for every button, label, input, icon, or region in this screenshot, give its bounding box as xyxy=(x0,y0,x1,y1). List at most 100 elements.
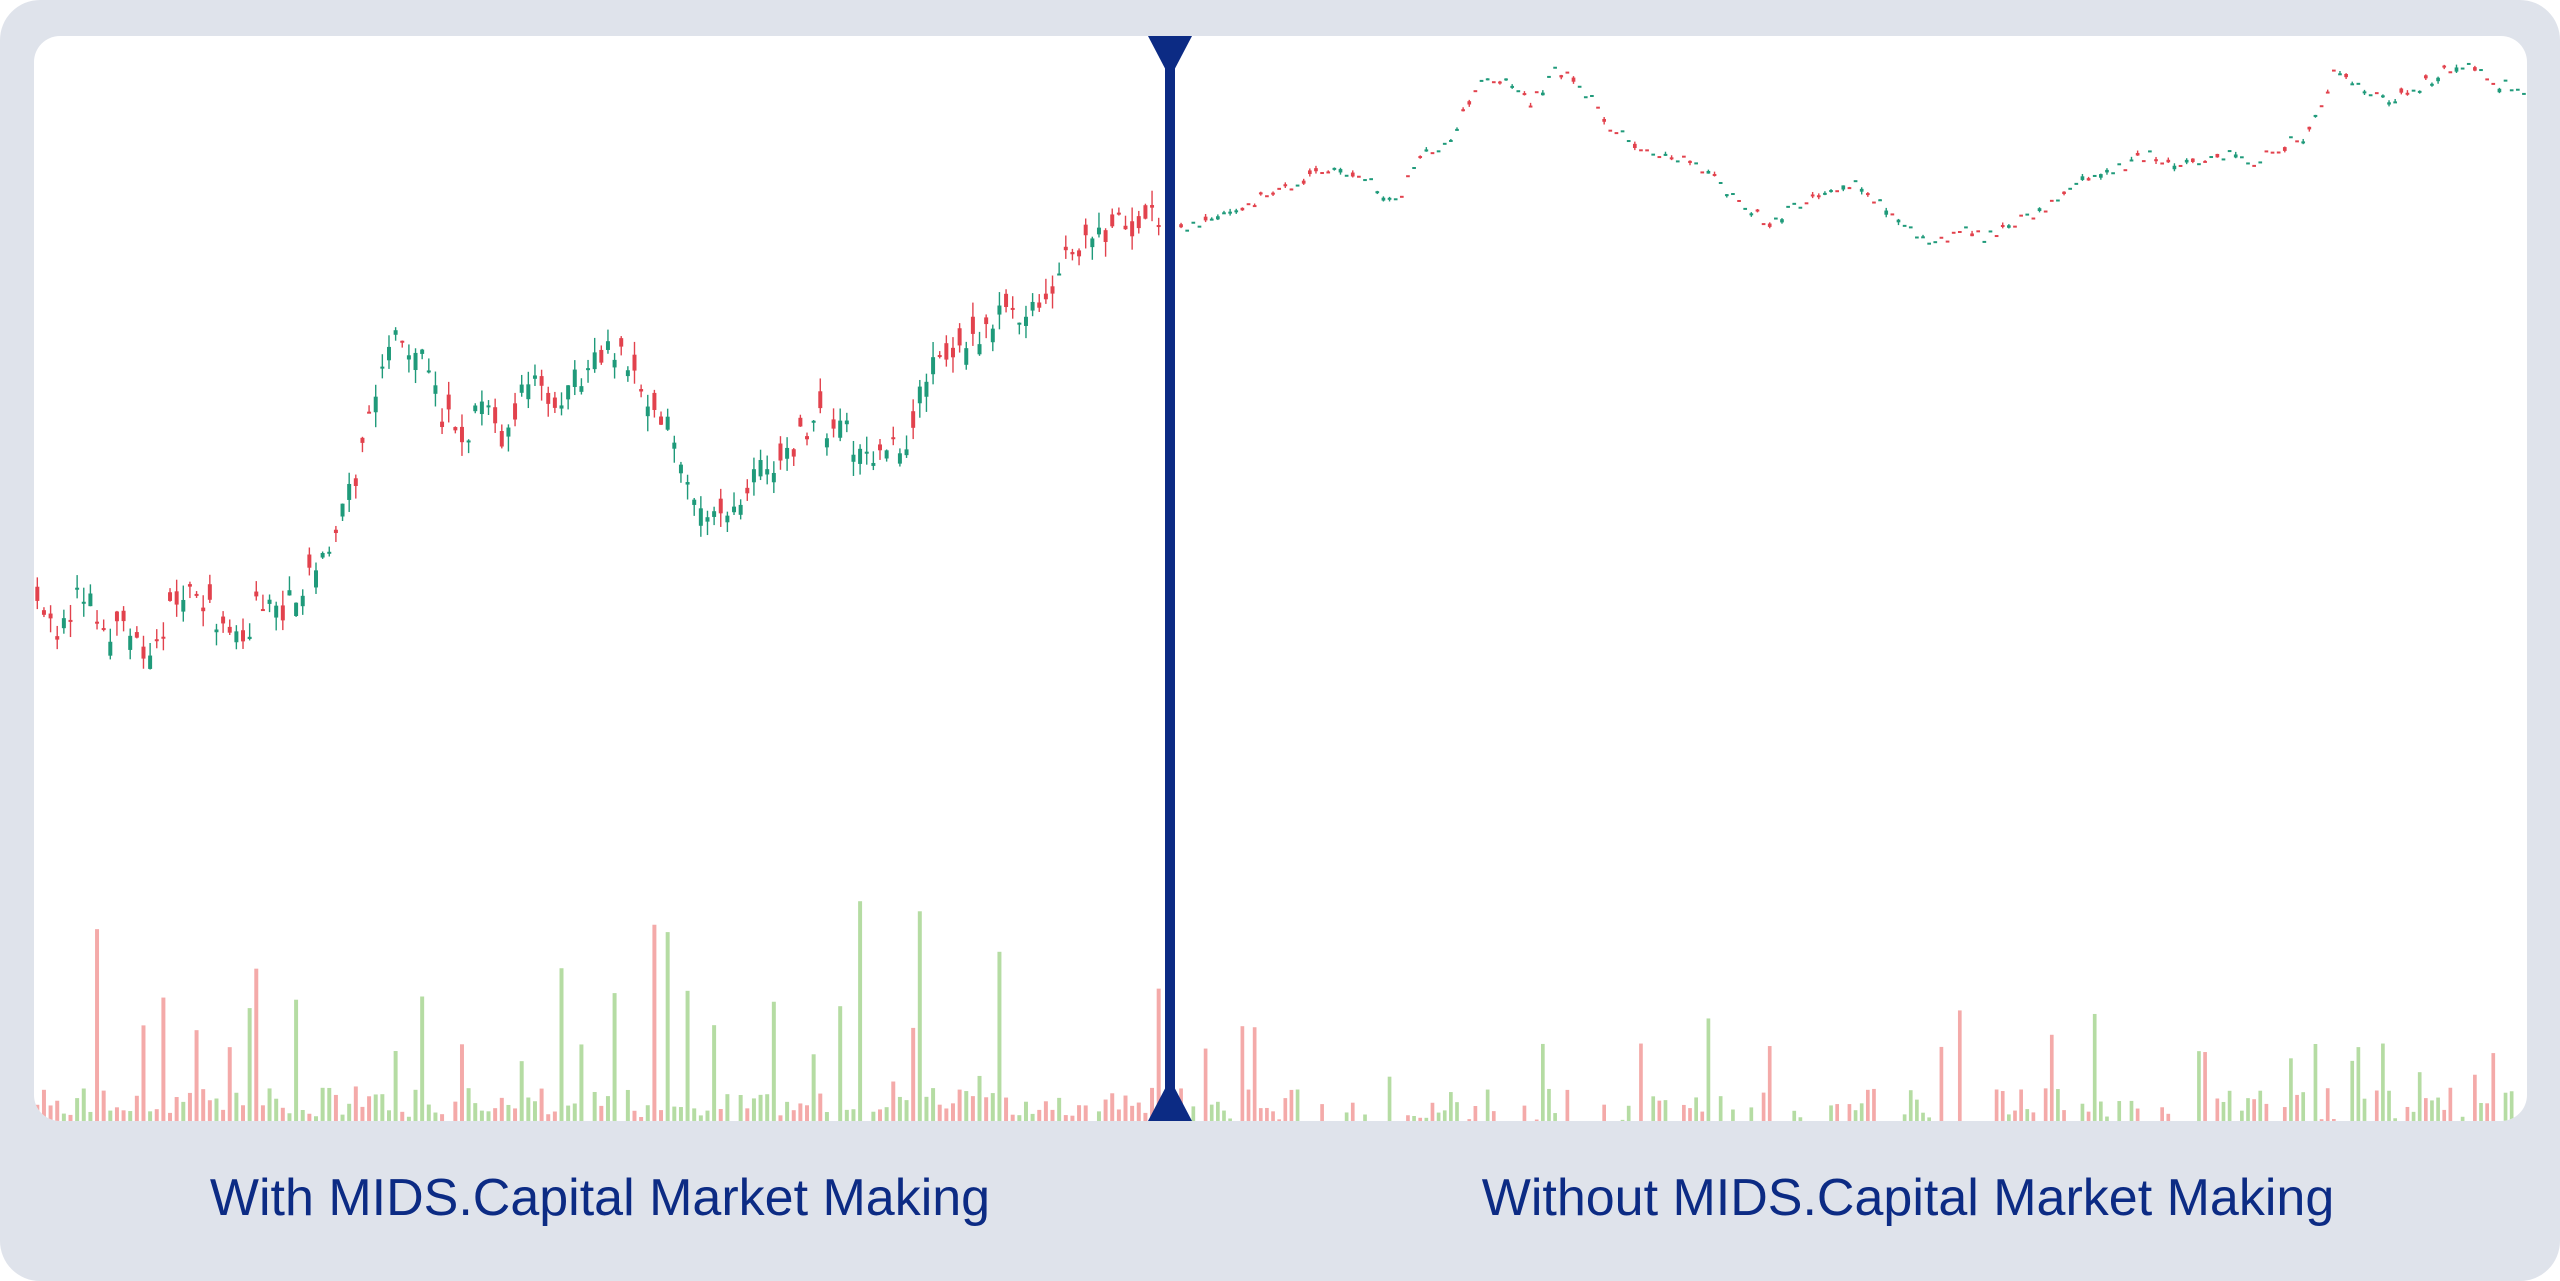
with-mm-candle-body xyxy=(95,621,100,624)
with-mm-candle-body xyxy=(725,515,730,523)
without-mm-volume-bar xyxy=(1252,1027,1257,1121)
with-mm-volume-bar xyxy=(174,1097,179,1121)
without-mm-volume-bar xyxy=(2025,1109,2030,1121)
without-mm-volume-bar xyxy=(2129,1100,2134,1121)
with-mm-candle-body xyxy=(314,570,318,588)
with-mm-candle-body xyxy=(287,590,292,596)
with-mm-volume-bar xyxy=(1096,1111,1101,1121)
with-mm-volume-bar xyxy=(931,1088,936,1121)
with-mm-volume-bar xyxy=(207,1100,212,1121)
without-mm-candle-body xyxy=(1823,192,1827,195)
with-mm-candle-body xyxy=(1077,250,1082,257)
with-mm-volume-bar xyxy=(340,1114,345,1121)
without-mm-volume-bar xyxy=(1246,1089,1251,1121)
without-mm-candle-body xyxy=(2184,159,2189,163)
with-mm-candle-body xyxy=(984,317,989,325)
with-mm-volume-bar xyxy=(241,1105,246,1121)
with-mm-volume-bar xyxy=(187,1092,192,1121)
without-mm-volume-bar xyxy=(2332,1118,2336,1121)
with-mm-volume-bar xyxy=(791,1110,796,1121)
with-mm-candle-body xyxy=(1043,293,1048,300)
without-mm-candle-flat xyxy=(2356,82,2361,85)
with-mm-candle-body xyxy=(1004,293,1009,308)
with-mm-volume-bar xyxy=(970,1096,975,1121)
with-mm-volume-bar xyxy=(997,951,1002,1121)
without-mm-volume-bar xyxy=(1387,1076,1392,1121)
without-mm-volume-bar xyxy=(1639,1043,1643,1121)
with-mm-candle-body xyxy=(652,392,657,410)
with-mm-volume-bar xyxy=(1030,1113,1035,1121)
with-mm-volume-bar xyxy=(280,1107,285,1121)
without-mm-candle-body xyxy=(2080,176,2085,180)
with-mm-volume-bar xyxy=(891,1081,896,1121)
without-mm-candle-body xyxy=(1602,118,1607,122)
without-mm-candle-body xyxy=(1375,191,1380,194)
with-mm-volume-bar xyxy=(101,1090,106,1121)
without-mm-volume-bar xyxy=(1412,1115,1416,1121)
with-mm-candle-body xyxy=(1110,214,1115,227)
without-mm-volume-bar xyxy=(1277,1119,1282,1121)
without-mm-volume-bar xyxy=(2295,1094,2299,1121)
without-mm-candle-flat xyxy=(1185,229,1190,232)
with-mm-candle-body xyxy=(400,340,405,343)
without-mm-candle-flat xyxy=(1393,198,1398,201)
without-mm-candle-body xyxy=(1669,157,1674,160)
with-mm-volume-bar xyxy=(1077,1105,1082,1121)
without-mm-volume-bar xyxy=(1957,1010,1962,1121)
with-mm-volume-bar xyxy=(1043,1101,1048,1121)
without-mm-candle-flat xyxy=(1197,225,1202,228)
with-mm-candle-body xyxy=(519,384,524,393)
with-mm-volume-bar xyxy=(904,1100,909,1121)
without-mm-candle-flat xyxy=(1516,90,1521,93)
with-mm-volume-bar xyxy=(161,997,166,1121)
without-mm-candle-body xyxy=(1381,197,1386,201)
without-mm-candle-flat xyxy=(2068,187,2073,190)
without-mm-candle-body xyxy=(1970,233,1974,237)
without-mm-candle-flat xyxy=(1577,85,1582,88)
with-mm-candle-body xyxy=(765,469,770,475)
without-mm-candle-flat xyxy=(1565,71,1570,74)
with-mm-volume-bar xyxy=(68,1114,73,1121)
without-mm-volume-bar xyxy=(1363,1114,1367,1121)
without-mm-candle-flat xyxy=(1982,240,1987,243)
without-mm-candle-flat xyxy=(2197,163,2201,166)
with-mm-volume-bar xyxy=(1123,1095,1128,1121)
without-mm-candle-flat xyxy=(1700,171,1705,174)
with-mm-volume-bar xyxy=(168,1112,173,1121)
without-mm-volume-bar xyxy=(1688,1108,1692,1121)
comparison-divider[interactable] xyxy=(1148,36,1192,1121)
without-mm-candle-body xyxy=(1498,81,1502,84)
without-mm-volume-bar xyxy=(1534,1119,1539,1121)
without-mm-volume-bar xyxy=(1651,1096,1656,1121)
without-mm-candle-flat xyxy=(2411,89,2416,92)
without-mm-candle-body xyxy=(1338,169,1343,173)
without-mm-volume-bar xyxy=(2289,1058,2293,1121)
without-mm-candle-flat xyxy=(1614,132,1619,135)
without-mm-candle-body xyxy=(1289,188,1294,191)
without-mm-volume-bar xyxy=(1761,1092,1766,1121)
with-mm-volume-bar xyxy=(924,1096,929,1121)
with-mm-candle-body xyxy=(645,406,650,417)
without-mm-candle-body xyxy=(1271,192,1275,195)
with-mm-candle-body xyxy=(413,352,418,371)
with-mm-volume-bar xyxy=(95,929,100,1121)
without-mm-candle-body xyxy=(1350,172,1355,177)
with-mm-volume-bar xyxy=(134,1095,139,1121)
with-mm-candle-body xyxy=(771,472,776,483)
without-mm-volume-bar xyxy=(2013,1110,2017,1121)
without-mm-volume-bar xyxy=(2056,1089,2060,1121)
without-mm-volume-bar xyxy=(2197,1051,2201,1121)
with-mm-volume-bar xyxy=(114,1107,119,1121)
with-mm-candle-body xyxy=(791,449,796,457)
with-mm-candle-body xyxy=(924,381,929,397)
with-mm-candle-body xyxy=(88,593,93,607)
with-mm-candle-body xyxy=(174,591,179,605)
with-mm-candle-body xyxy=(532,375,537,379)
without-mm-candle-body xyxy=(1559,75,1564,78)
without-mm-candle-flat xyxy=(2479,69,2483,72)
with-mm-candle-body xyxy=(141,646,146,659)
without-mm-candle-body xyxy=(1240,207,1245,211)
without-mm-candle-flat xyxy=(1590,94,1594,97)
with-mm-candle-body xyxy=(406,355,411,360)
without-mm-volume-bar xyxy=(1749,1107,1754,1121)
